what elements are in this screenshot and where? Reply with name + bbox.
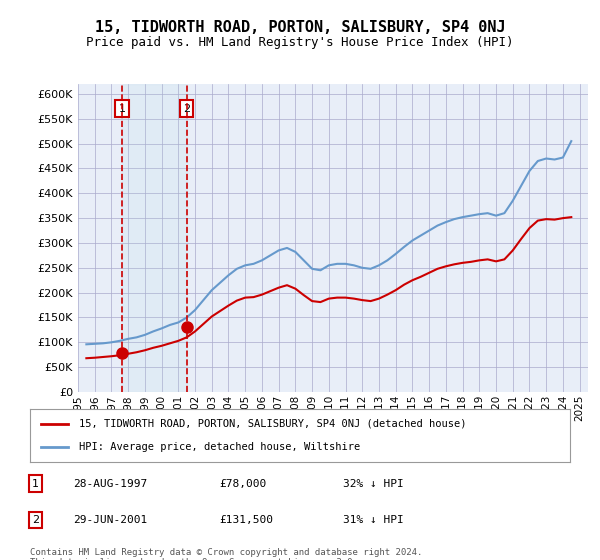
Text: Price paid vs. HM Land Registry's House Price Index (HPI): Price paid vs. HM Land Registry's House … [86, 36, 514, 49]
Text: 2: 2 [32, 515, 39, 525]
Text: 1: 1 [119, 104, 126, 114]
Text: Contains HM Land Registry data © Crown copyright and database right 2024.
This d: Contains HM Land Registry data © Crown c… [30, 548, 422, 560]
Text: 15, TIDWORTH ROAD, PORTON, SALISBURY, SP4 0NJ (detached house): 15, TIDWORTH ROAD, PORTON, SALISBURY, SP… [79, 419, 466, 429]
Text: 1: 1 [32, 479, 39, 489]
Text: 15, TIDWORTH ROAD, PORTON, SALISBURY, SP4 0NJ: 15, TIDWORTH ROAD, PORTON, SALISBURY, SP… [95, 20, 505, 35]
Text: HPI: Average price, detached house, Wiltshire: HPI: Average price, detached house, Wilt… [79, 442, 360, 452]
Text: £131,500: £131,500 [219, 515, 273, 525]
Text: 28-AUG-1997: 28-AUG-1997 [73, 479, 148, 489]
Text: £78,000: £78,000 [219, 479, 266, 489]
Bar [122, 84, 187, 392]
Text: 2: 2 [183, 104, 190, 114]
Text: 32% ↓ HPI: 32% ↓ HPI [343, 479, 404, 489]
Text: 31% ↓ HPI: 31% ↓ HPI [343, 515, 404, 525]
Text: 29-JUN-2001: 29-JUN-2001 [73, 515, 148, 525]
